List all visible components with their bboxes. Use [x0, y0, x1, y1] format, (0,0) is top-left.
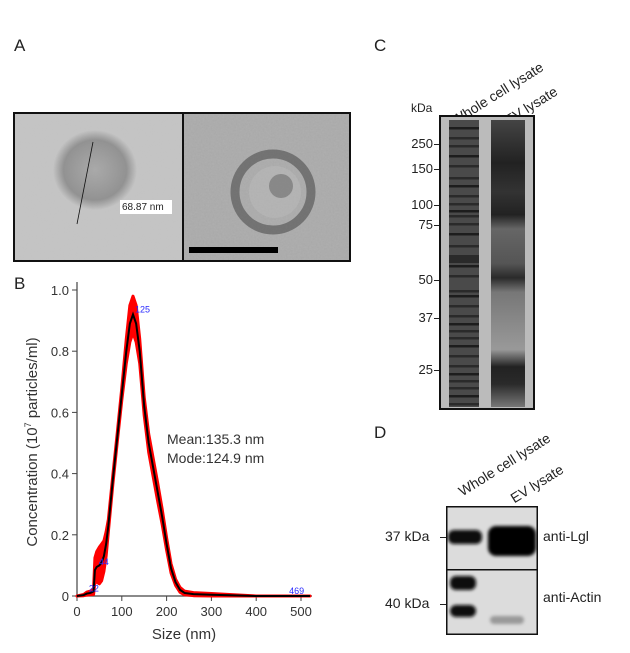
gel-marker-tick [434, 370, 439, 371]
peak-label: 125 [135, 304, 150, 314]
panel-a-label: A [14, 36, 26, 55]
gel-band [449, 145, 479, 148]
gel-band [449, 275, 479, 278]
y-axis-label: Concentration (107 particles/ml) [23, 337, 41, 546]
gel-band [449, 137, 479, 140]
gel-marker-label: 25 [418, 362, 433, 377]
gel-band [449, 323, 479, 326]
measurement-label: 68.87 nm [122, 202, 164, 213]
gel-band [449, 345, 479, 348]
gel-band [449, 295, 479, 298]
peak-label: 469 [289, 586, 304, 596]
measurement-line [76, 141, 94, 225]
gel-marker-label: 150 [411, 161, 433, 176]
gel-band [449, 185, 479, 188]
gel-marker-label: 50 [418, 272, 433, 287]
y-tick-label: 0.8 [51, 344, 69, 359]
nta-stats: Mean:135.3 nm Mode:124.9 nm [167, 430, 264, 468]
y-tick-label: 1.0 [51, 283, 69, 298]
gel-band [449, 165, 479, 168]
tem-images [13, 112, 351, 262]
gel-marker-label: 75 [418, 217, 433, 232]
gel-band [449, 380, 479, 383]
gel-band [449, 403, 479, 406]
size-distribution-line [76, 311, 310, 597]
panel-b-label: B [14, 274, 26, 293]
kda-unit-label: kDa [411, 101, 433, 115]
gel-band [449, 365, 479, 368]
gel-band [449, 315, 479, 318]
x-tick-label: 0 [73, 604, 80, 619]
gel-band [449, 355, 479, 358]
gel-band [449, 373, 479, 376]
scale-bar [189, 247, 278, 253]
gel-marker-tick [434, 205, 439, 206]
panel-d-label: D [374, 423, 387, 442]
x-tick-label: 300 [201, 604, 223, 619]
blot-marker-37: 37 kDa [385, 528, 430, 544]
gel-band [449, 195, 479, 198]
x-axis-label: Size (nm) [152, 626, 216, 643]
gel-band [449, 387, 479, 390]
gel-lane-whole-cell [449, 120, 479, 407]
sds-page-gel [439, 115, 535, 410]
blot-marker-40: 40 kDa [385, 595, 430, 611]
gel-marker-label: 37 [418, 310, 433, 325]
blot-actin [450, 576, 524, 624]
gel-marker-tick [434, 318, 439, 319]
blot-divider [446, 569, 538, 571]
gel-marker-tick [434, 144, 439, 145]
tem-image-left [15, 114, 182, 260]
gel-marker-tick [434, 280, 439, 281]
gel-band [449, 290, 479, 293]
peak-label: 44 [99, 557, 109, 567]
gel-band [449, 127, 479, 130]
antibody-label-actin: anti-Actin [543, 589, 602, 605]
gel-lane-ev [491, 120, 525, 407]
marker-tick [440, 604, 447, 605]
gel-band [449, 177, 479, 180]
x-tick-label: 400 [245, 604, 267, 619]
gel-band [449, 210, 479, 213]
gel-marker-tick [434, 169, 439, 170]
x-tick-label: 100 [111, 604, 133, 619]
y-tick-label: 0.6 [51, 405, 69, 420]
gel-band [449, 395, 479, 398]
gel-band [449, 155, 479, 158]
gel-band [449, 233, 479, 236]
x-tick-label: 200 [156, 604, 178, 619]
marker-tick [440, 537, 447, 538]
blot-lgl [448, 526, 536, 556]
gel-band [449, 330, 479, 333]
gel-band [449, 215, 479, 218]
gel-band [449, 203, 479, 206]
mean-size: Mean:135.3 nm [167, 431, 265, 447]
y-tick-label: 0.4 [51, 467, 69, 482]
y-tick-label: 0.2 [51, 528, 69, 543]
gel-band [449, 337, 479, 340]
gel-band [449, 265, 479, 268]
gel-marker-label: 250 [411, 136, 433, 151]
mode-size: Mode:124.9 nm [167, 450, 265, 466]
antibody-label-lgl: anti-Lgl [543, 528, 589, 544]
x-tick-label: 500 [290, 604, 312, 619]
nta-size-distribution-chart: 0 100 200 300 400 500 0 0.2 0.4 0.6 0.8 1.0 125 44 22… [23, 282, 312, 643]
gel-band [449, 223, 479, 226]
gel-marker-label: 100 [411, 197, 433, 212]
western-blot [446, 506, 538, 635]
panel-c-label: C [374, 36, 387, 55]
gel-band [449, 305, 479, 308]
peak-label: 22 [89, 584, 99, 594]
gel-band [449, 245, 479, 248]
tem-image-right [184, 114, 349, 260]
blot-lane-label-ev: EV lysate [507, 461, 567, 506]
gel-marker-tick [434, 225, 439, 226]
gel-band [449, 255, 479, 263]
y-tick-label: 0 [62, 589, 69, 604]
